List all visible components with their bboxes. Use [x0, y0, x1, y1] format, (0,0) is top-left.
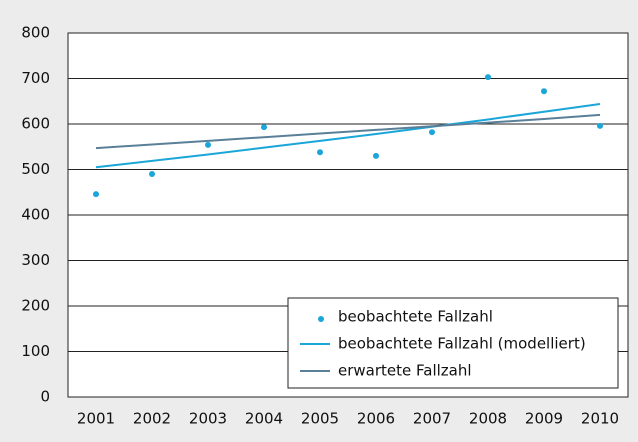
x-tick-label: 2010 [581, 410, 619, 428]
y-tick-label: 500 [21, 160, 50, 178]
data-point [597, 122, 603, 129]
legend-label: erwartete Fallzahl [338, 362, 472, 380]
data-point [429, 129, 435, 136]
data-point [93, 191, 99, 198]
y-tick-label: 300 [21, 251, 50, 269]
data-point [485, 74, 491, 81]
y-tick-label: 100 [21, 342, 50, 360]
x-tick-label: 2003 [189, 410, 227, 428]
legend-box [287, 297, 619, 389]
x-tick-label: 2001 [77, 410, 115, 428]
series-line [95, 113, 601, 150]
legend-marker [318, 316, 324, 322]
x-tick-label: 2007 [413, 410, 451, 428]
x-tick-label: 2005 [301, 410, 339, 428]
y-tick-label: 0 [40, 388, 50, 406]
x-tick-label: 2002 [133, 410, 171, 428]
data-point [373, 152, 379, 159]
legend-label: beobachtete Fallzahl [338, 308, 493, 326]
series-line [95, 102, 601, 169]
data-point [149, 171, 155, 178]
x-tick-label: 2004 [245, 410, 283, 428]
y-tick-label: 800 [21, 24, 50, 42]
data-point [541, 88, 547, 95]
x-tick-label: 2006 [357, 410, 395, 428]
y-tick-label: 700 [21, 69, 50, 87]
y-tick-label: 400 [21, 206, 50, 224]
legend: beobachtete Fallzahl beobachtete Fallzahl… [287, 297, 619, 389]
data-point [317, 149, 323, 156]
x-tick-label: 2008 [469, 410, 507, 428]
y-tick-label: 200 [21, 297, 50, 315]
data-point [205, 141, 211, 148]
legend-label: beobachtete Fallzahl (modelliert) [338, 335, 586, 353]
data-point [261, 124, 267, 131]
x-tick-label: 2009 [525, 410, 563, 428]
y-tick-label: 600 [21, 115, 50, 133]
